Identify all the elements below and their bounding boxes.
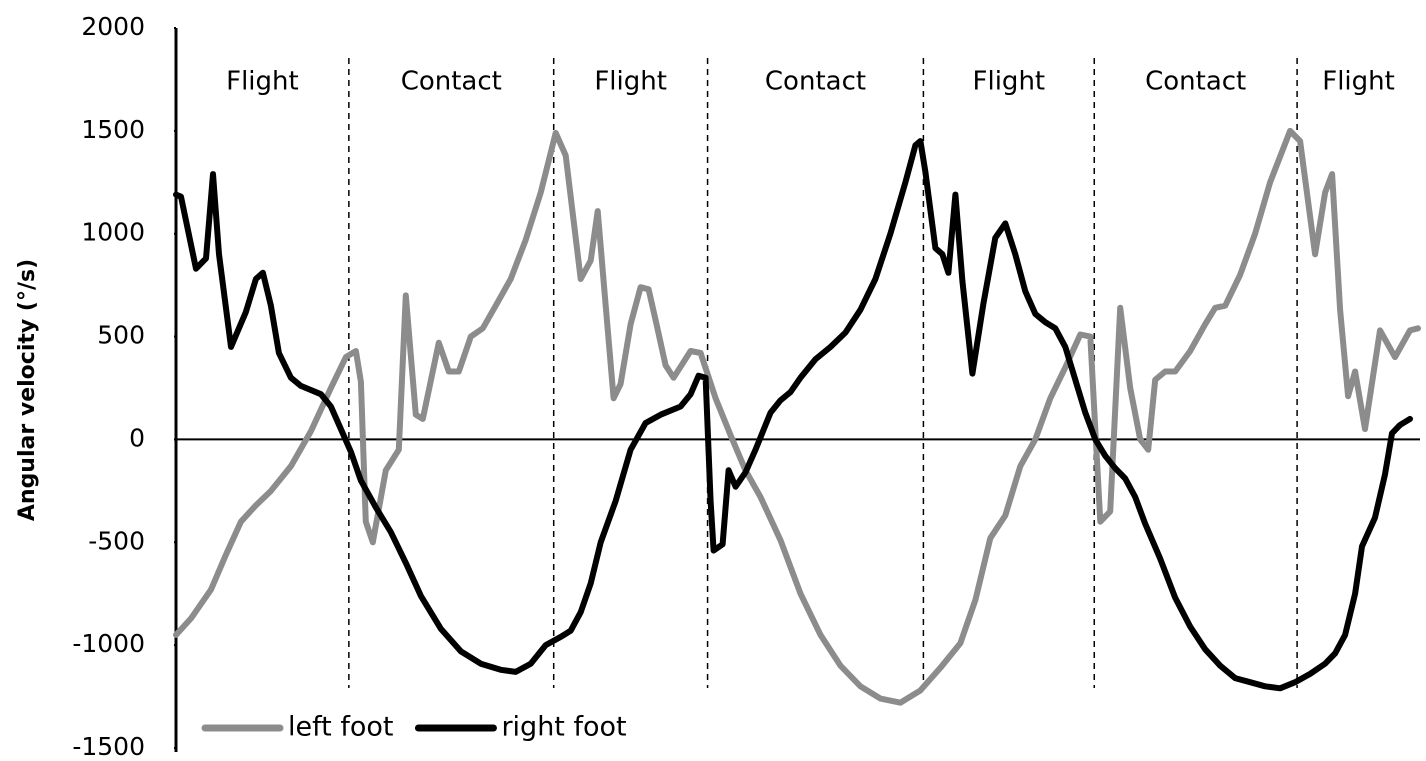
series-line	[173, 127, 1421, 706]
phase-label: Flight	[594, 67, 667, 97]
legend-label: right foot	[501, 712, 626, 743]
phase-label: Contact	[765, 67, 866, 97]
phase-label: Flight	[973, 67, 1046, 97]
y-tick-label: -500	[88, 526, 145, 555]
phase-label: Flight	[226, 67, 299, 97]
legend-label: left foot	[288, 712, 393, 743]
phase-label: Contact	[401, 67, 502, 97]
y-tick-label: 500	[97, 321, 145, 350]
series-line	[173, 138, 1413, 692]
y-tick-label: 1000	[81, 218, 145, 247]
y-tick-label: 1500	[81, 115, 145, 144]
phase-label: Flight	[1322, 67, 1395, 97]
y-tick-label: 0	[129, 423, 145, 452]
phase-label: Contact	[1145, 67, 1246, 97]
y-tick-label: -1000	[72, 629, 145, 658]
y-tick-label: -1500	[72, 732, 145, 761]
y-axis-label: Angular velocity (°/s)	[15, 259, 40, 521]
y-tick-label: 2000	[81, 12, 145, 41]
